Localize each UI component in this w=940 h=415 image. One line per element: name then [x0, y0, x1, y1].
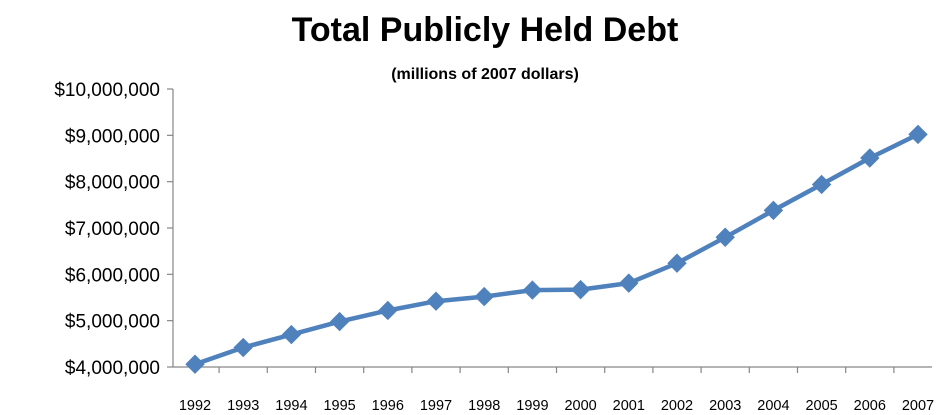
data-point	[570, 279, 591, 300]
y-tick-label: $8,000,000	[65, 173, 160, 194]
x-tick-label: 1994	[275, 398, 307, 414]
data-point	[474, 286, 494, 307]
y-tick-label: $10,000,000	[54, 80, 160, 101]
data-point	[329, 311, 350, 332]
x-tick-label: 2003	[709, 398, 741, 414]
data-point	[619, 273, 639, 293]
x-tick-label: 1997	[420, 398, 452, 414]
chart-title: Total Publicly Held Debt	[291, 11, 679, 49]
data-point	[426, 291, 446, 311]
series-line	[192, 132, 921, 367]
x-tick-label: 2001	[613, 398, 645, 414]
data-point	[667, 253, 687, 273]
data-point	[233, 337, 253, 358]
x-tick-label: 2005	[805, 398, 837, 414]
y-tick-label: $6,000,000	[65, 265, 160, 286]
x-tick-label: 1998	[468, 398, 500, 414]
x-tick-label: 1992	[179, 398, 211, 414]
data-point	[281, 324, 302, 345]
x-tick-label: 1995	[323, 398, 355, 414]
x-tick-label: 2000	[564, 398, 596, 414]
x-tick-label: 2004	[757, 398, 789, 414]
data-point	[763, 200, 784, 221]
x-tick-label: 1999	[516, 398, 548, 414]
x-tick-label: 2007	[902, 398, 934, 414]
y-tick-label: $9,000,000	[65, 126, 160, 147]
data-point	[811, 174, 832, 195]
x-tick-label: 1996	[372, 398, 404, 414]
y-tick-label: $4,000,000	[65, 358, 160, 379]
data-point	[185, 354, 205, 374]
data-point	[715, 227, 735, 247]
x-tick-label: 1993	[227, 398, 259, 414]
data-point	[908, 124, 928, 145]
data-point	[378, 300, 398, 321]
y-tick-label: $7,000,000	[65, 219, 160, 240]
data-point	[522, 280, 543, 300]
x-tick-label: 2006	[854, 398, 886, 414]
y-tick-label: $5,000,000	[65, 312, 160, 333]
data-point	[860, 148, 880, 168]
x-tick-label: 2002	[661, 398, 693, 414]
chart-subtitle: (millions of 2007 dollars)	[391, 66, 579, 83]
